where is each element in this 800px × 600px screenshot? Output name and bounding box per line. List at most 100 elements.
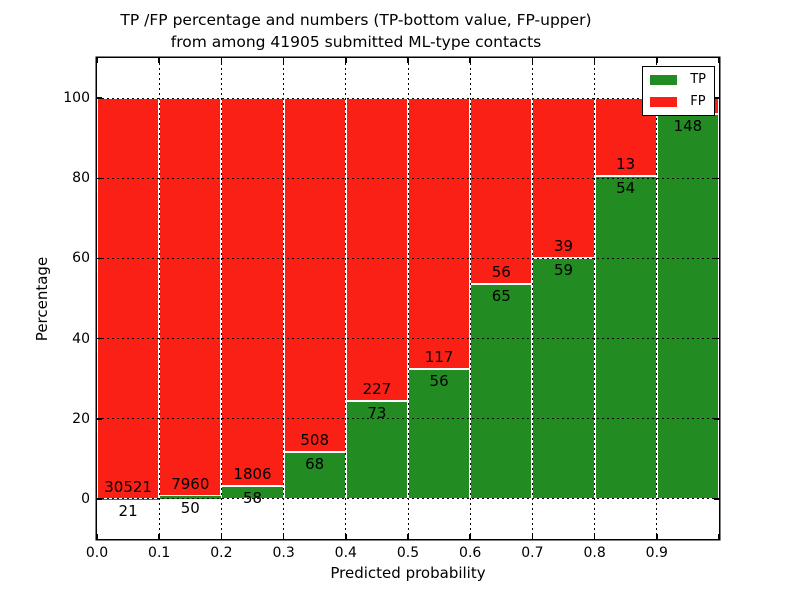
y-tick	[714, 337, 719, 340]
y-tick	[714, 177, 719, 179]
x-gridline	[283, 58, 285, 539]
x-tick	[469, 58, 471, 63]
tp-bar	[594, 175, 657, 499]
x-tick	[96, 58, 98, 63]
tp-bar	[470, 283, 533, 499]
x-tick	[531, 58, 534, 63]
x-tick-label: 0.3	[272, 545, 295, 561]
y-gridline	[97, 257, 719, 259]
x-tick	[158, 58, 160, 63]
x-tick	[718, 534, 720, 539]
fp-count-label: 39	[553, 236, 574, 255]
y-tick-label: 40	[72, 330, 90, 347]
tp-count-label: 50	[180, 499, 200, 518]
tp-bar	[159, 496, 222, 499]
x-tick-label: 0.4	[334, 545, 357, 561]
y-gridline	[97, 338, 719, 340]
x-tick	[656, 58, 658, 63]
x-tick	[469, 534, 471, 539]
x-tick	[220, 58, 223, 63]
tp-count-label: 65	[491, 286, 511, 305]
x-tick	[345, 58, 347, 63]
x-gridline	[407, 58, 409, 539]
tp-bar	[345, 401, 408, 499]
x-tick	[407, 58, 409, 63]
chart-title-line1: TP /FP percentage and numbers (TP-bottom…	[120, 11, 592, 29]
x-tick-label: 0.5	[396, 545, 420, 561]
fp-bar	[345, 98, 408, 402]
x-gridline	[531, 58, 533, 539]
y-tick	[97, 498, 102, 500]
x-tick-label: 0.0	[85, 545, 109, 561]
x-tick-label: 0.8	[583, 545, 606, 561]
tp-bar	[283, 451, 346, 499]
y-gridline	[97, 418, 719, 420]
fp-legend-label: FP	[690, 94, 706, 109]
chart-title-line2: from among 41905 submitted ML-type conta…	[170, 33, 542, 51]
x-gridline	[220, 58, 222, 539]
tp-bar	[408, 369, 471, 499]
y-tick	[97, 257, 102, 260]
tp-count-label: 21	[118, 501, 138, 520]
tp-count-label: 58	[242, 489, 263, 508]
x-gridline	[594, 58, 596, 539]
y-gridline	[97, 97, 719, 99]
fp-bar	[408, 98, 471, 370]
fp-bar	[97, 98, 160, 499]
legend: TP FP	[642, 66, 715, 116]
tp-bar	[532, 257, 595, 499]
y-tick-label: 80	[72, 170, 90, 187]
x-tick	[593, 534, 596, 539]
fp-count-label: 1806	[233, 465, 272, 484]
fp-count-label: 30521	[104, 477, 152, 496]
legend-entry-tp: TP	[650, 73, 706, 86]
fp-count-label: 117	[424, 348, 454, 367]
x-tick	[531, 534, 534, 539]
y-tick	[714, 97, 719, 99]
x-tick	[718, 58, 720, 63]
x-tick-label: 0.7	[521, 545, 544, 561]
tp-legend-label: TP	[690, 72, 706, 87]
y-tick-label: 100	[63, 90, 90, 107]
y-tick	[714, 257, 719, 260]
x-tick-label: 0.2	[210, 545, 233, 561]
tp-count-label: 54	[616, 178, 636, 197]
tp-count-label: 148	[673, 116, 703, 135]
x-tick	[345, 534, 347, 539]
x-tick	[282, 534, 285, 539]
y-tick	[97, 337, 102, 340]
y-gridline	[97, 177, 719, 179]
fp-count-label: 56	[491, 262, 511, 281]
y-tick	[714, 418, 719, 420]
x-gridline	[469, 58, 471, 539]
x-tick-label: 0.6	[459, 545, 482, 561]
tp-bar	[221, 486, 284, 499]
y-tick	[97, 418, 102, 420]
fp-count-label: 13	[616, 154, 636, 173]
x-tick	[282, 58, 285, 63]
y-gridline	[97, 498, 719, 500]
x-tick-label: 0.9	[645, 545, 668, 561]
tp-count-label: 59	[553, 260, 574, 279]
x-gridline	[345, 58, 347, 539]
fp-bar	[283, 98, 346, 452]
fp-bar	[470, 98, 533, 284]
x-tick	[96, 534, 98, 539]
x-gridline	[158, 58, 160, 539]
fp-count-label: 227	[362, 380, 392, 399]
fp-count-label: 508	[300, 430, 330, 449]
x-tick	[593, 58, 596, 63]
tp-count-label: 56	[429, 372, 449, 391]
tp-count-label: 73	[367, 404, 387, 423]
y-tick-label: 20	[72, 410, 90, 427]
fp-bar	[159, 98, 222, 497]
tp-legend-swatch	[650, 74, 678, 85]
tp-bar	[656, 113, 719, 499]
fp-bar	[221, 98, 284, 487]
x-tick	[220, 534, 223, 539]
x-gridline	[656, 58, 658, 539]
x-axis-label: Predicted probability	[330, 564, 486, 582]
y-tick	[97, 97, 102, 99]
tp-count-label: 68	[305, 454, 325, 473]
legend-entry-fp: FP	[650, 95, 706, 108]
